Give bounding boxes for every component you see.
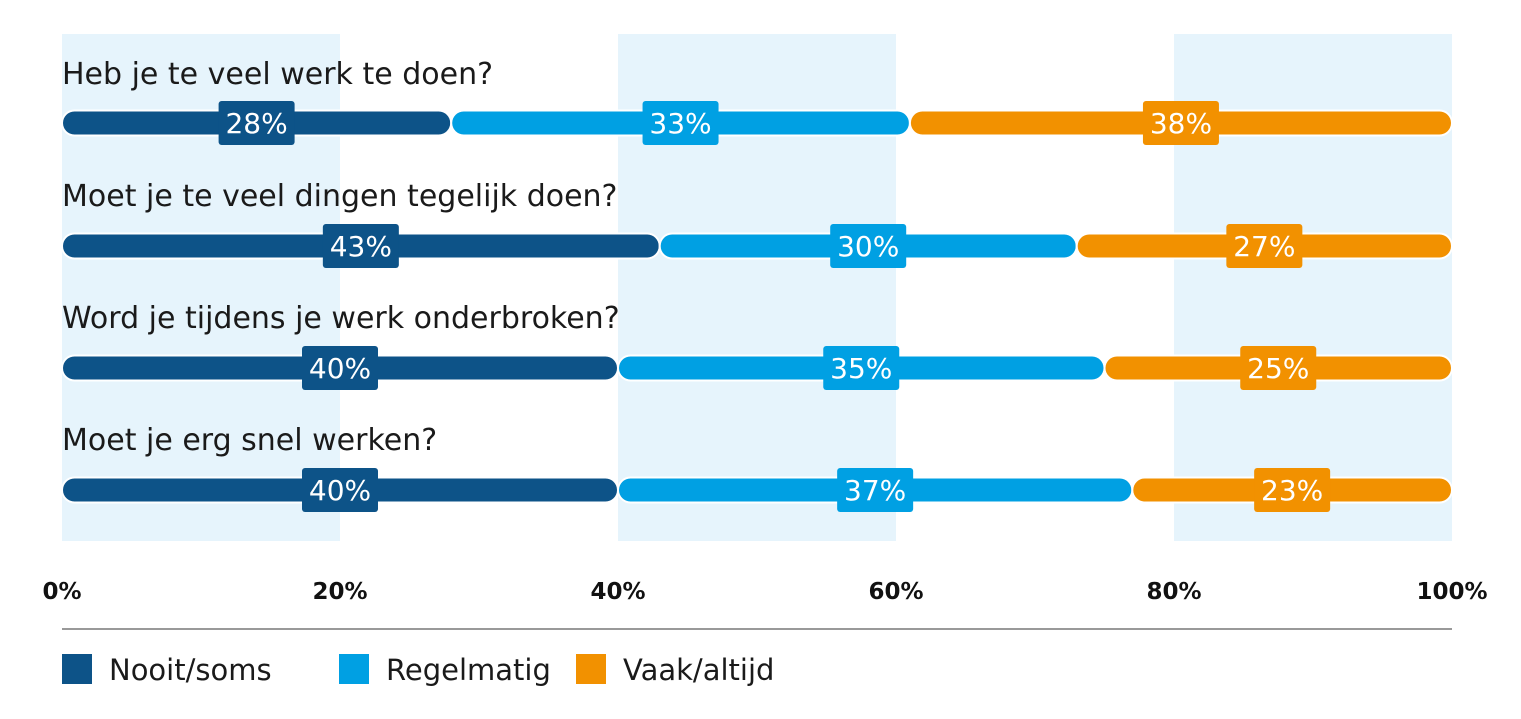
data-label-text: 25% xyxy=(1247,352,1309,385)
data-label: 40% xyxy=(302,468,378,512)
data-label-box xyxy=(1240,346,1317,390)
question-label: Moet je erg snel werken? xyxy=(62,423,437,458)
legend-item: Vaak/altijd xyxy=(576,653,774,687)
data-label-text: 30% xyxy=(837,230,899,263)
data-label-box xyxy=(302,346,378,390)
legend-label: Nooit/soms xyxy=(109,653,272,687)
legend-item: Nooit/soms xyxy=(62,653,272,687)
question-label: Moet je te veel dingen tegelijk doen? xyxy=(62,179,617,214)
legend-item: Regelmatig xyxy=(339,653,551,687)
data-label: 28% xyxy=(218,101,295,145)
data-label-box xyxy=(642,101,719,145)
data-label-box xyxy=(1254,468,1331,512)
data-label: 23% xyxy=(1254,468,1331,512)
data-label: 25% xyxy=(1240,346,1317,390)
x-tick-label: 20% xyxy=(312,579,367,605)
legend: Nooit/soms Regelmatig Vaak/altijd xyxy=(62,653,774,687)
data-label-text: 37% xyxy=(844,474,906,507)
data-label-box xyxy=(837,468,914,512)
chart-row: Moet je te veel dingen tegelijk doen? 43%… xyxy=(61,179,1453,268)
data-label-box xyxy=(322,224,399,268)
x-tick-label: 40% xyxy=(590,579,645,605)
legend-swatch xyxy=(62,654,92,684)
data-label-text: 38% xyxy=(1150,107,1212,140)
data-label-text: 27% xyxy=(1233,230,1295,263)
legend-label: Regelmatig xyxy=(386,653,551,687)
chart-row: Heb je te veel werk te doen? 28% 33% 38% xyxy=(61,57,1453,145)
chart-row: Moet je erg snel werken? 40% 37% 23% xyxy=(61,423,1454,512)
data-label-box xyxy=(302,468,378,512)
data-label: 30% xyxy=(830,224,907,268)
data-label: 35% xyxy=(823,346,900,390)
data-label-text: 23% xyxy=(1261,474,1323,507)
data-label-text: 43% xyxy=(330,230,392,263)
data-label-text: 28% xyxy=(225,107,287,140)
data-label-box xyxy=(1142,101,1219,145)
legend-swatch xyxy=(576,654,606,684)
data-label-box xyxy=(218,101,295,145)
data-label-text: 40% xyxy=(309,474,371,507)
data-label-text: 35% xyxy=(830,352,892,385)
chart-row: Word je tijdens je werk onderbroken? 40% 3… xyxy=(61,301,1453,390)
question-label: Heb je te veel werk te doen? xyxy=(62,57,493,92)
data-label-text: 33% xyxy=(649,107,711,140)
x-tick-label: 80% xyxy=(1146,579,1201,605)
data-label: 27% xyxy=(1226,224,1303,268)
chart-rows: Heb je te veel werk te doen? 28% 33% 38% Moe… xyxy=(61,57,1454,512)
data-label-box xyxy=(823,346,900,390)
x-tick-label: 60% xyxy=(868,579,923,605)
legend-label: Vaak/altijd xyxy=(623,653,774,687)
data-label: 40% xyxy=(302,346,378,390)
x-tick-label: 100% xyxy=(1416,579,1487,605)
data-label-box xyxy=(1226,224,1303,268)
data-label-text: 40% xyxy=(309,352,371,385)
legend-swatch xyxy=(339,654,369,684)
data-label: 37% xyxy=(837,468,914,512)
x-tick-label: 0% xyxy=(42,579,81,605)
question-label: Word je tijdens je werk onderbroken? xyxy=(62,301,620,336)
data-label-box xyxy=(830,224,907,268)
x-axis-ticks: 0% 20% 40% 60% 80% 100% xyxy=(42,579,1487,605)
data-label: 38% xyxy=(1142,101,1219,145)
data-label: 43% xyxy=(322,224,399,268)
data-label: 33% xyxy=(642,101,719,145)
